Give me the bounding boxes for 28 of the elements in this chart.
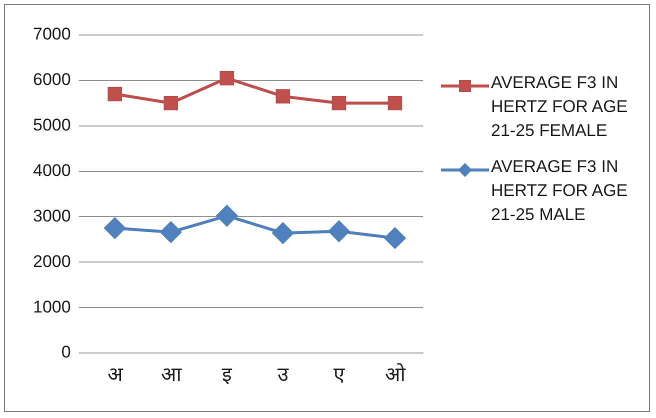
point (108, 86, 122, 102)
y-tick-label: 5000 (32, 116, 71, 135)
point (332, 96, 346, 110)
point (272, 222, 294, 244)
point (220, 71, 234, 86)
point (388, 96, 402, 110)
point (104, 218, 126, 239)
y-tick-label: 7000 (32, 24, 71, 44)
point (384, 228, 406, 249)
x-tick-label: इ (222, 362, 233, 386)
x-tick-label: उ (277, 362, 290, 386)
y-tick-label: 1000 (32, 297, 71, 316)
point (328, 220, 350, 242)
y-tick-label: 6000 (32, 70, 71, 90)
y-tick-label: 4000 (32, 160, 71, 180)
point (276, 89, 290, 104)
y-tick-label: 2000 (32, 252, 71, 271)
legend-label: AVERAGE F3 IN HERTZ FOR AGE 21-25 FEMALE (491, 72, 629, 142)
y-tick-label: 3000 (32, 206, 71, 226)
y-tick-label: 0 (61, 342, 71, 362)
point (160, 222, 182, 243)
x-tick-label: अ (107, 362, 124, 386)
x-tick-label: ओ (384, 362, 406, 386)
point (164, 96, 178, 110)
legend-label: AVERAGE F3 IN HERTZ FOR AGE 21-25 MALE (491, 156, 629, 226)
point (216, 205, 238, 226)
x-tick-label: ए (333, 362, 346, 386)
x-tick-label: आ (160, 362, 182, 386)
